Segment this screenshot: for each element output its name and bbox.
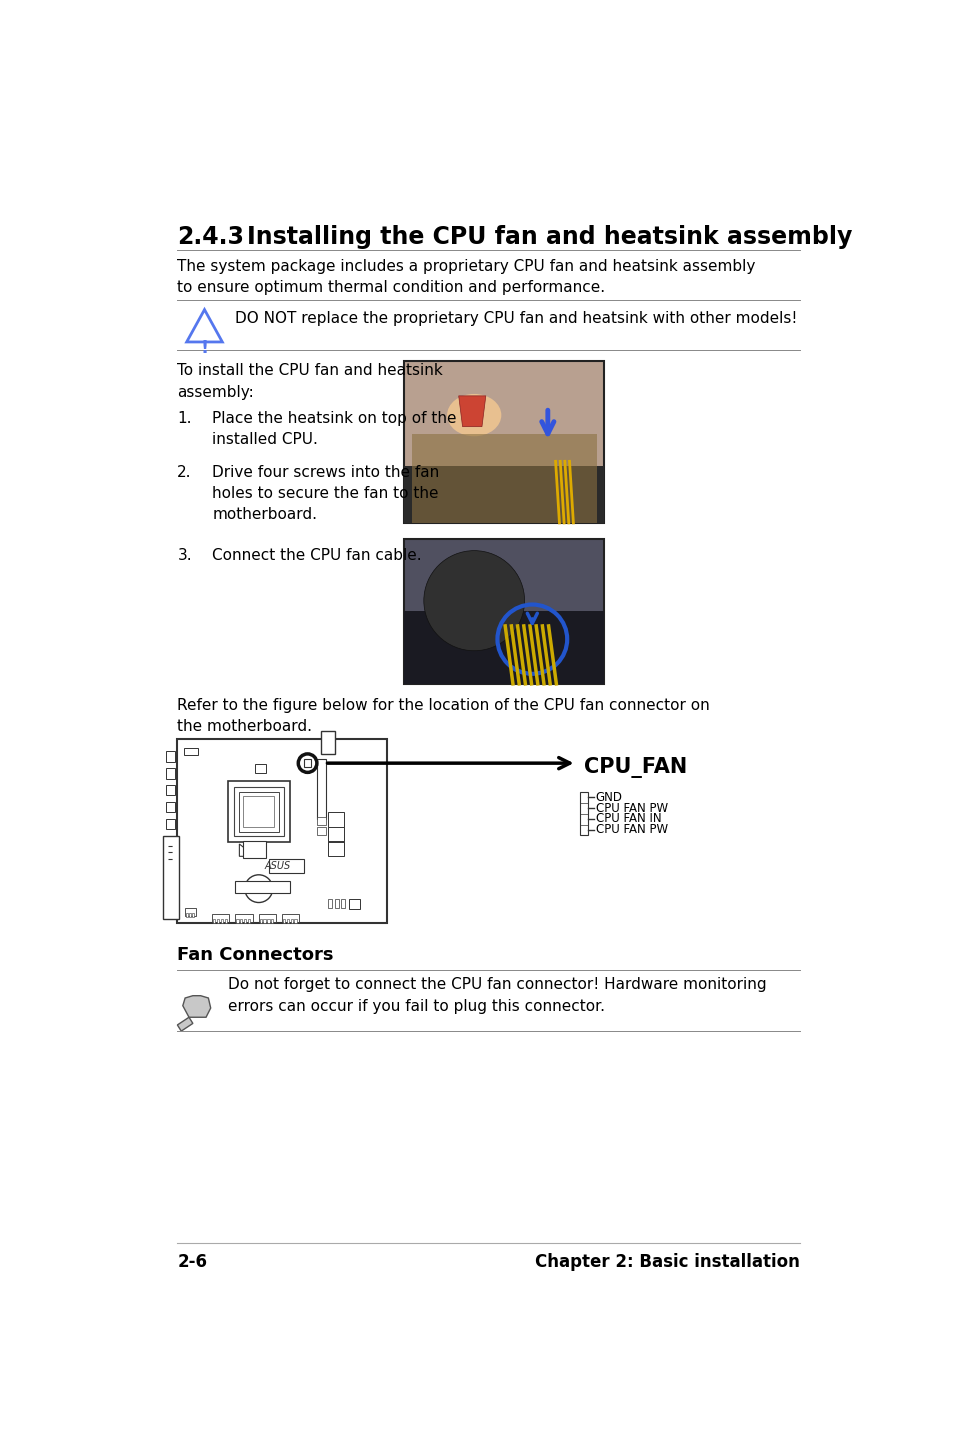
Bar: [267, 919, 270, 923]
Bar: [349, 899, 360, 909]
Bar: [316, 827, 326, 835]
Bar: [328, 827, 344, 841]
Ellipse shape: [447, 394, 500, 436]
Text: The system package includes a proprietary CPU fan and heatsink assembly
to ensur: The system package includes a proprietar…: [177, 259, 755, 295]
Text: Chapter 2: Basic installation: Chapter 2: Basic installation: [535, 1252, 799, 1271]
Bar: [235, 881, 290, 893]
Bar: [258, 915, 275, 922]
Text: 1.: 1.: [177, 411, 192, 426]
Bar: [228, 781, 290, 843]
Text: Installing the CPU fan and heatsink assembly: Installing the CPU fan and heatsink asse…: [247, 224, 852, 249]
Bar: [220, 919, 223, 923]
Bar: [240, 919, 242, 923]
Bar: [166, 818, 174, 830]
Bar: [216, 919, 219, 923]
Bar: [271, 919, 274, 923]
Text: ASUS: ASUS: [264, 860, 291, 870]
Bar: [189, 913, 192, 917]
Bar: [233, 787, 283, 837]
Text: Connect the CPU fan cable.: Connect the CPU fan cable.: [212, 548, 421, 564]
Text: 2-6: 2-6: [177, 1252, 207, 1271]
Bar: [192, 913, 194, 917]
Bar: [291, 919, 293, 923]
Text: DO NOT replace the proprietary CPU fan and heatsink with other models!: DO NOT replace the proprietary CPU fan a…: [235, 311, 797, 326]
Bar: [282, 919, 285, 923]
Bar: [236, 919, 238, 923]
Text: Do not forget to connect the CPU fan connector! Hardware monitoring
errors can o: Do not forget to connect the CPU fan con…: [228, 978, 765, 1014]
Bar: [183, 748, 197, 755]
Bar: [404, 361, 604, 523]
Text: !: !: [200, 339, 209, 357]
Bar: [294, 919, 296, 923]
Text: GND: GND: [596, 791, 622, 804]
Text: 3.: 3.: [177, 548, 192, 564]
Bar: [404, 611, 604, 684]
Text: Place the heatsink on top of the
installed CPU.: Place the heatsink on top of the install…: [212, 411, 456, 447]
Text: 2.4.3: 2.4.3: [177, 224, 244, 249]
Bar: [316, 817, 326, 825]
Circle shape: [423, 551, 524, 651]
Bar: [186, 913, 188, 917]
Bar: [579, 792, 587, 835]
Bar: [340, 899, 344, 907]
Bar: [303, 759, 311, 766]
Bar: [224, 919, 227, 923]
Bar: [177, 739, 386, 923]
Text: To install the CPU fan and heatsink
assembly:: To install the CPU fan and heatsink asse…: [177, 362, 442, 400]
Bar: [212, 915, 229, 922]
Bar: [282, 915, 298, 922]
Bar: [163, 837, 179, 919]
Bar: [316, 759, 326, 820]
Bar: [235, 915, 253, 922]
Bar: [243, 797, 274, 827]
Text: Refer to the figure below for the location of the CPU fan connector on
the mothe: Refer to the figure below for the locati…: [177, 699, 709, 735]
Bar: [243, 841, 266, 858]
Bar: [213, 919, 215, 923]
Bar: [335, 899, 338, 907]
Bar: [286, 919, 289, 923]
Bar: [328, 811, 344, 850]
Bar: [166, 785, 174, 795]
Bar: [412, 434, 596, 523]
Bar: [328, 843, 344, 856]
Bar: [166, 768, 174, 778]
Bar: [185, 907, 195, 916]
Text: CPU FAN IN: CPU FAN IN: [596, 812, 660, 825]
Text: 2.: 2.: [177, 464, 192, 480]
Polygon shape: [183, 995, 211, 1017]
Text: CPU FAN PW: CPU FAN PW: [596, 824, 667, 837]
Bar: [248, 919, 250, 923]
Text: CPU FAN PW: CPU FAN PW: [596, 802, 667, 815]
Bar: [238, 792, 278, 831]
Text: Drive four screws into the fan
holes to secure the fan to the
motherboard.: Drive four screws into the fan holes to …: [212, 464, 439, 522]
Bar: [254, 764, 266, 774]
Polygon shape: [458, 395, 485, 427]
Bar: [166, 751, 174, 762]
Bar: [320, 731, 335, 754]
Text: Fan Connectors: Fan Connectors: [177, 946, 334, 965]
Bar: [404, 466, 604, 523]
Bar: [244, 919, 246, 923]
Polygon shape: [177, 1017, 193, 1031]
Bar: [263, 919, 266, 923]
Bar: [404, 539, 604, 684]
Bar: [259, 919, 261, 923]
Bar: [166, 801, 174, 812]
Bar: [328, 899, 332, 907]
Text: CPU_FAN: CPU_FAN: [583, 756, 687, 778]
Bar: [269, 860, 303, 873]
